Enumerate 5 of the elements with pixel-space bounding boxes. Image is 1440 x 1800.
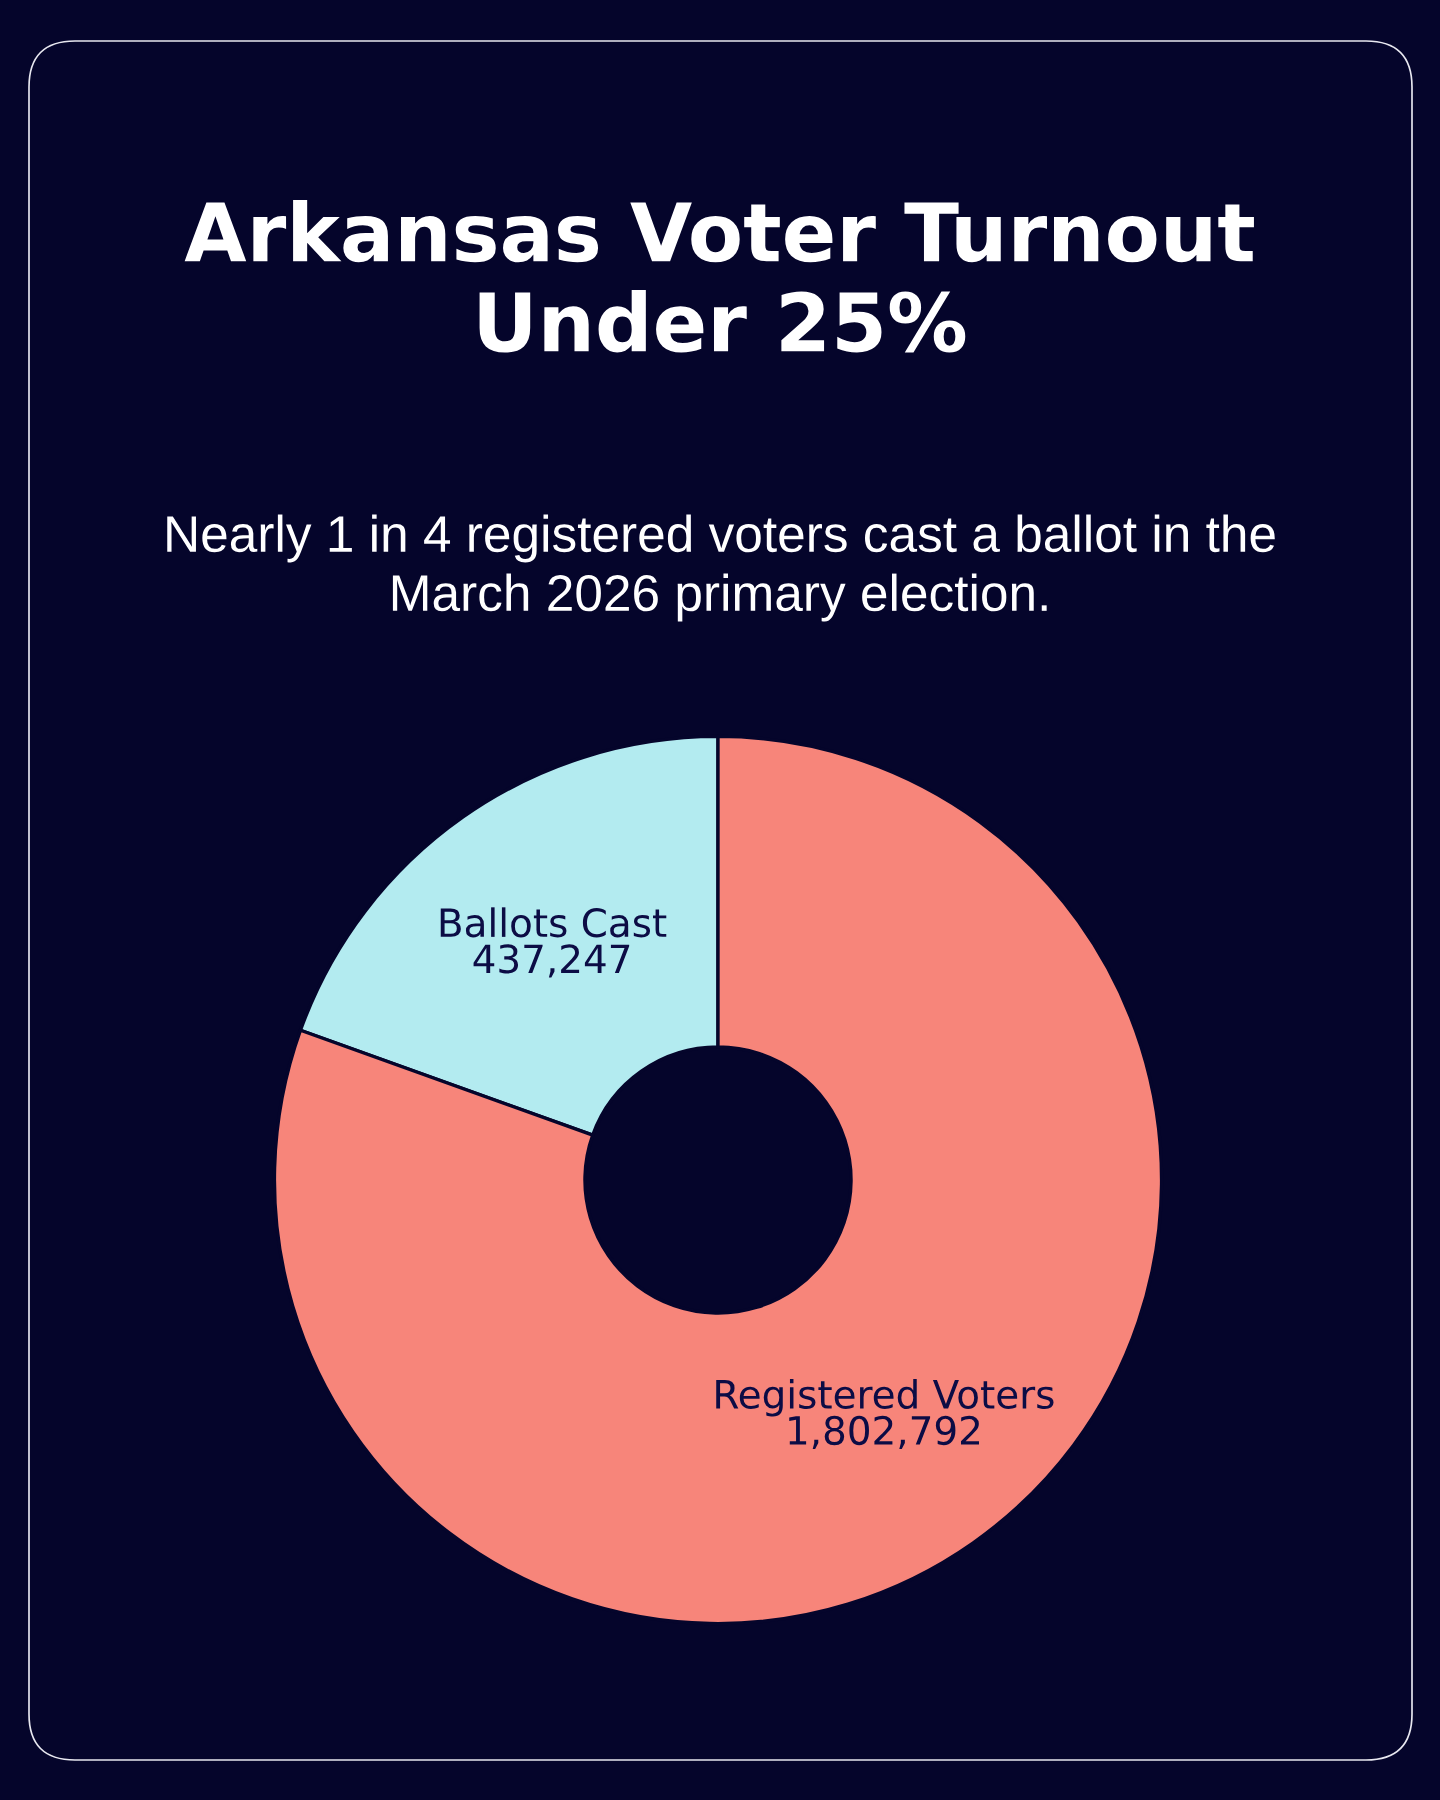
chart-title: Arkansas Voter Turnout Under 25% (184, 199, 1254, 353)
chart-subtitle: Nearly 1 in 4 registered voters cast a ballot in the March 2026 primary election. (167, 514, 1275, 622)
data-label: 437,247 (473, 944, 630, 978)
slice-label: Ballots Cast (440, 907, 667, 938)
data-label: 1,802,792 (789, 1415, 979, 1450)
